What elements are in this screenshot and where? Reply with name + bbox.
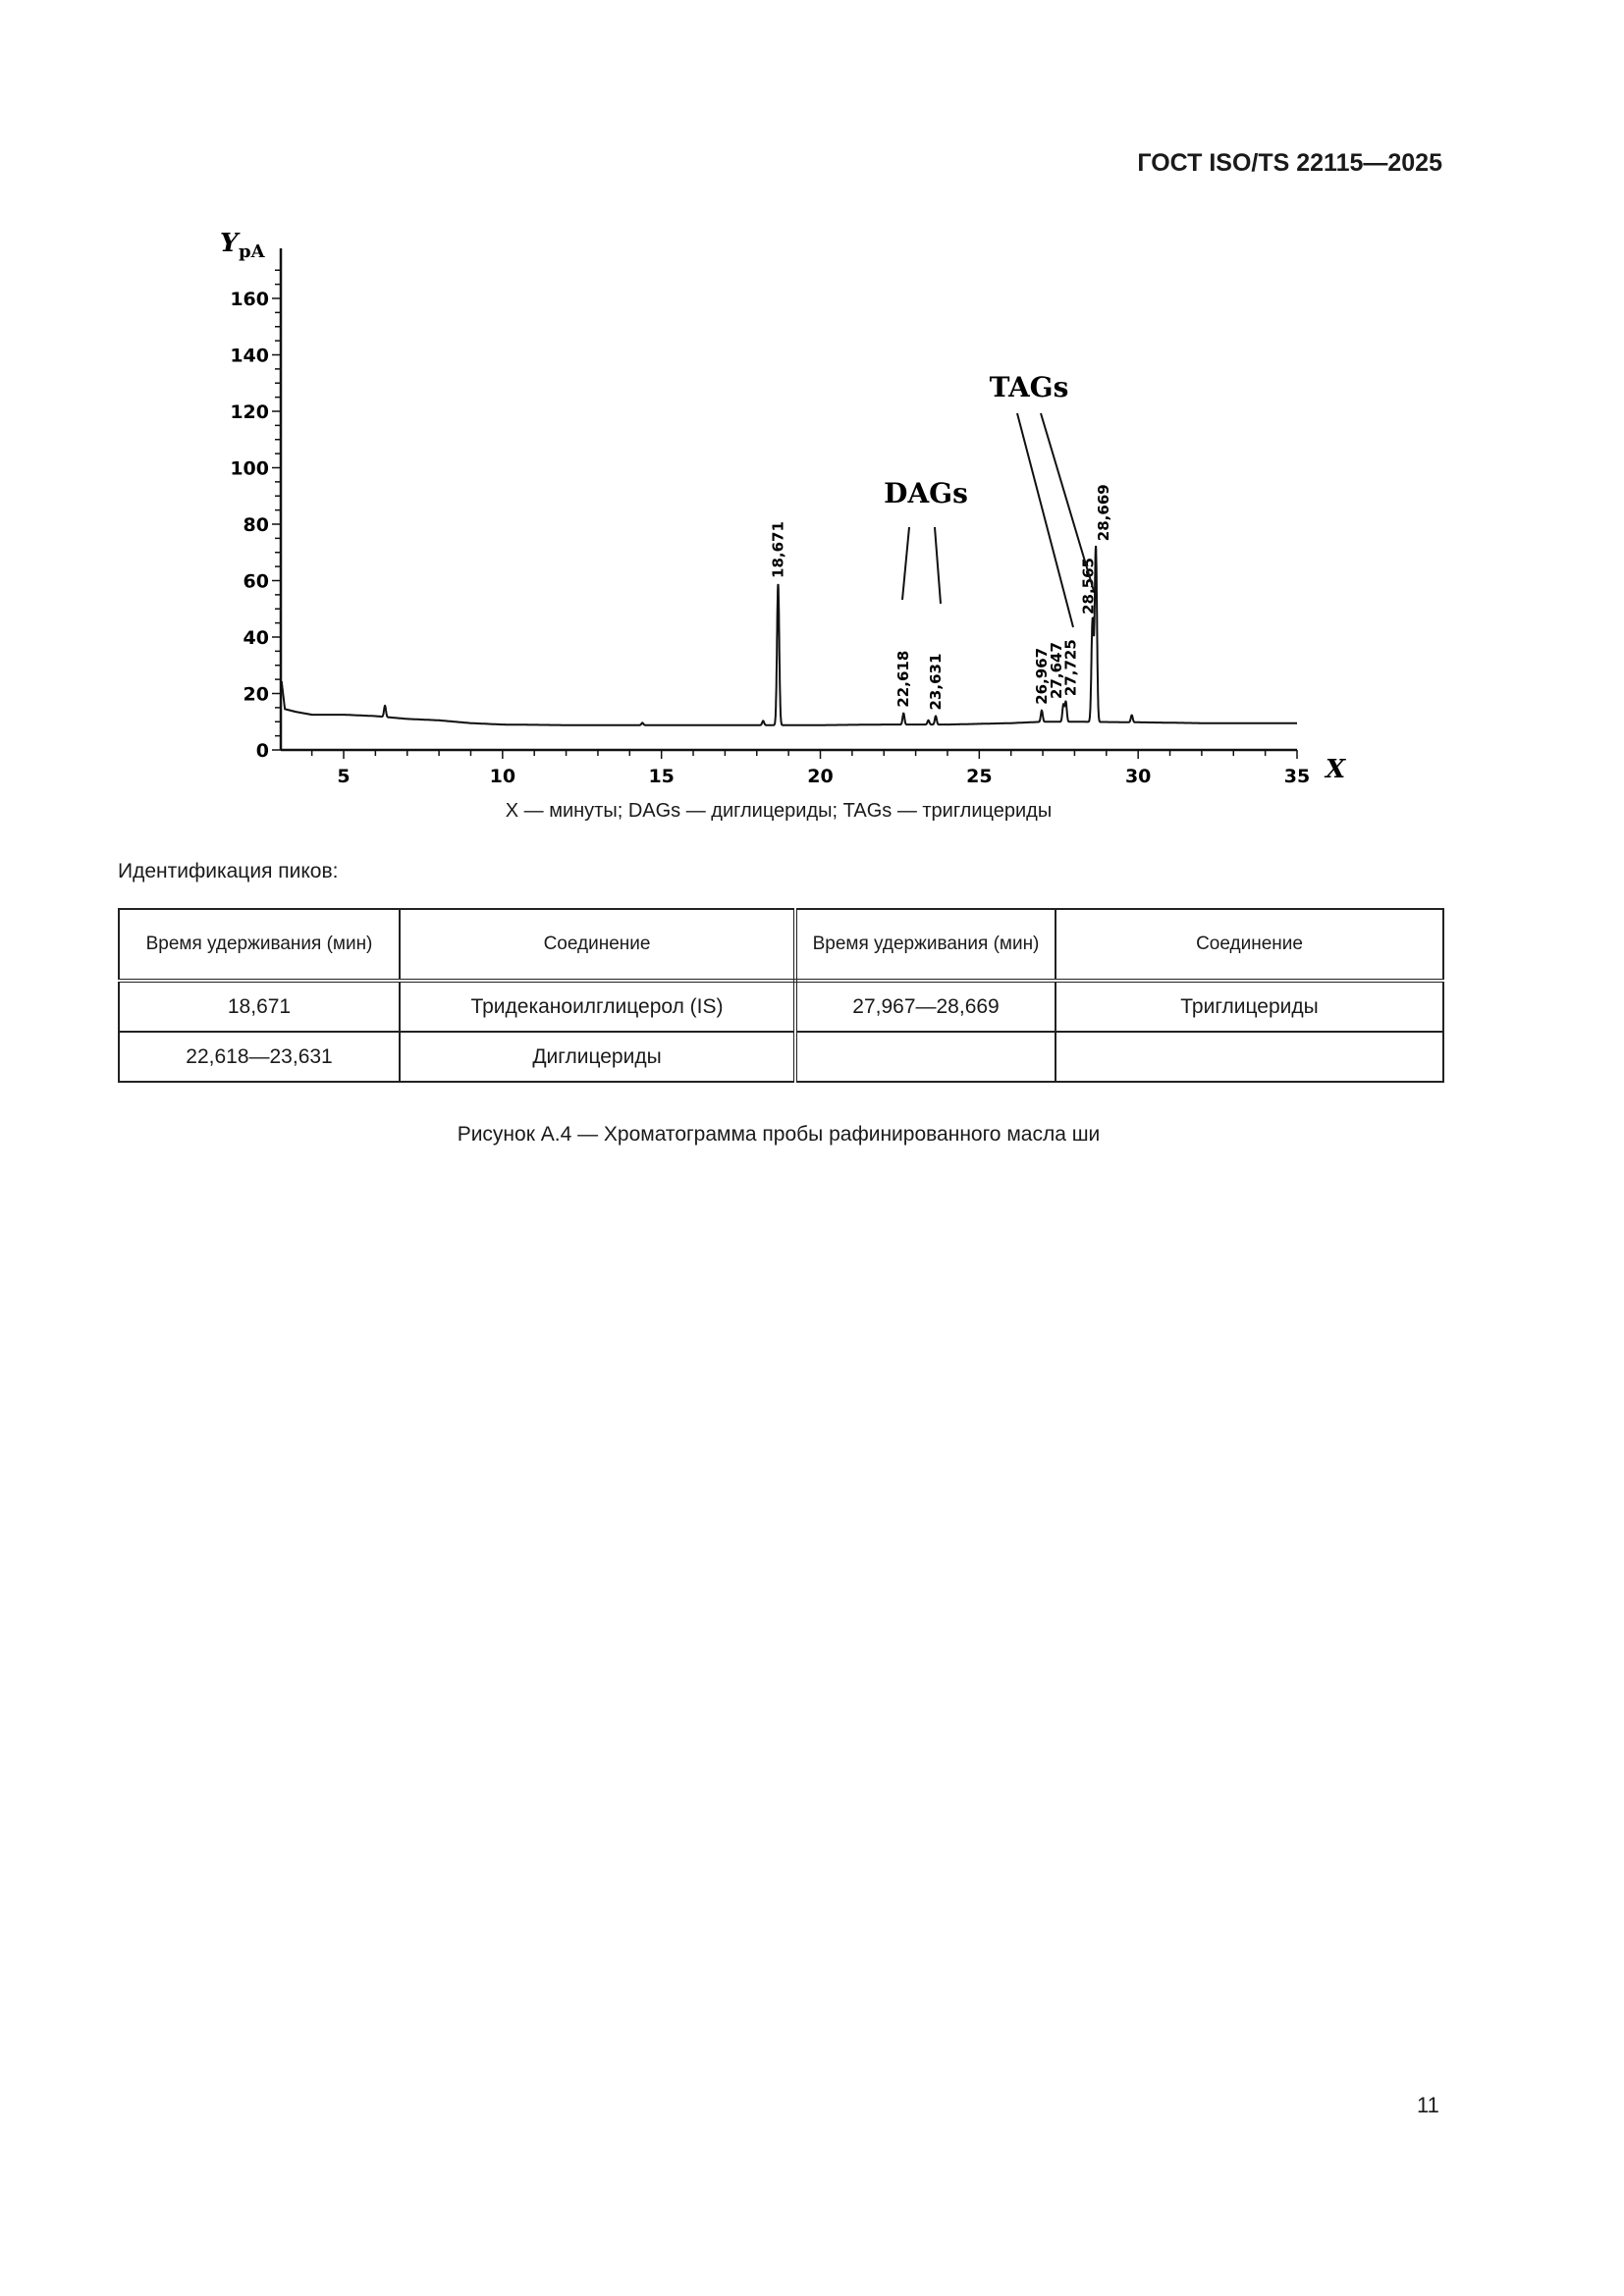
- chromatogram-trace: [280, 545, 1297, 726]
- peak-label: 27,725: [1062, 639, 1080, 696]
- y-tick-label: 100: [230, 458, 269, 480]
- table-cell: Диглицериды: [399, 1031, 797, 1083]
- table-cell: 18,671: [118, 980, 401, 1033]
- document-id: ГОСТ ISO/TS 22115—2025: [1137, 149, 1442, 177]
- peak-table: Время удерживания (мин) Соединение Время…: [118, 908, 1444, 1083]
- peak-label: 26,967: [1033, 648, 1051, 705]
- tags-leader-line: [1040, 412, 1095, 592]
- x-tick-label: 25: [966, 766, 992, 787]
- table-header-row: Время удерживания (мин) Соединение Время…: [118, 908, 1444, 983]
- table-cell: [794, 1031, 1056, 1083]
- table-cell: 27,967—28,669: [794, 980, 1056, 1033]
- header-cell: Время удерживания (мин): [118, 908, 401, 983]
- header-cell: Время удерживания (мин): [794, 908, 1056, 983]
- y-tick-label: 40: [244, 627, 269, 649]
- header-cell: Соединение: [399, 908, 797, 983]
- y-tick-label: 140: [230, 346, 269, 367]
- y-tick-label: 80: [244, 514, 269, 536]
- x-tick-label: 20: [807, 766, 833, 787]
- y-tick-label: 60: [244, 571, 269, 593]
- y-tick-label: 20: [244, 684, 269, 706]
- x-tick-label: 30: [1125, 766, 1151, 787]
- y-tick-label: 160: [230, 289, 269, 310]
- peak-label: 22,618: [894, 651, 912, 708]
- dags-leader-line: [901, 526, 910, 601]
- peak-label: 23,631: [927, 654, 945, 711]
- peak-label: 28,565: [1080, 558, 1098, 614]
- x-tick-label: 15: [648, 766, 674, 787]
- header-cell: Соединение: [1055, 908, 1444, 983]
- x-tick-label: 5: [337, 766, 350, 787]
- legend-caption: X — минуты; DAGs — диглицериды; TAGs — т…: [505, 800, 1053, 822]
- y-axis-unit: pA: [239, 241, 266, 262]
- table-cell: [1055, 1031, 1444, 1083]
- chromatogram-chart: 0 20 40 60 80 100 120 140 160 5 10 15 20 25 30 35 18,67…: [220, 229, 1347, 787]
- figure-caption: Рисунок А.4 — Хроматограмма пробы рафини…: [457, 1123, 1101, 1146]
- x-tick-label: 35: [1284, 766, 1310, 787]
- y-axis-label: Y: [220, 229, 241, 258]
- x-tick-label: 10: [490, 766, 515, 787]
- tags-leader-line: [1016, 412, 1074, 628]
- table-cell: Тридеканоилглицерол (IS): [399, 980, 797, 1033]
- peak-label: 27,647: [1048, 642, 1065, 699]
- tags-annotation: TAGs: [990, 371, 1069, 403]
- axes: 0 20 40 60 80 100 120 140 160 5 10 15 20 25 30 35: [230, 248, 1310, 787]
- table-row: 18,671 Тридеканоилглицерол (IS) 27,967—2…: [118, 980, 1444, 1033]
- table-row: 22,618—23,631 Диглицериды: [118, 1031, 1444, 1083]
- dags-leader-line: [934, 526, 942, 605]
- y-tick-label: 120: [230, 401, 269, 423]
- page-number: 11: [1417, 2093, 1439, 2117]
- table-cell: Триглицериды: [1055, 980, 1444, 1033]
- dags-annotation: DAGs: [884, 477, 968, 509]
- table-cell: 22,618—23,631: [118, 1031, 401, 1083]
- peak-label: 28,669: [1095, 484, 1112, 541]
- peak-label: 18,671: [769, 521, 786, 578]
- peak-identification-title: Идентификация пиков:: [118, 860, 339, 882]
- y-tick-label: 0: [256, 740, 269, 762]
- x-axis-label: X: [1324, 755, 1347, 784]
